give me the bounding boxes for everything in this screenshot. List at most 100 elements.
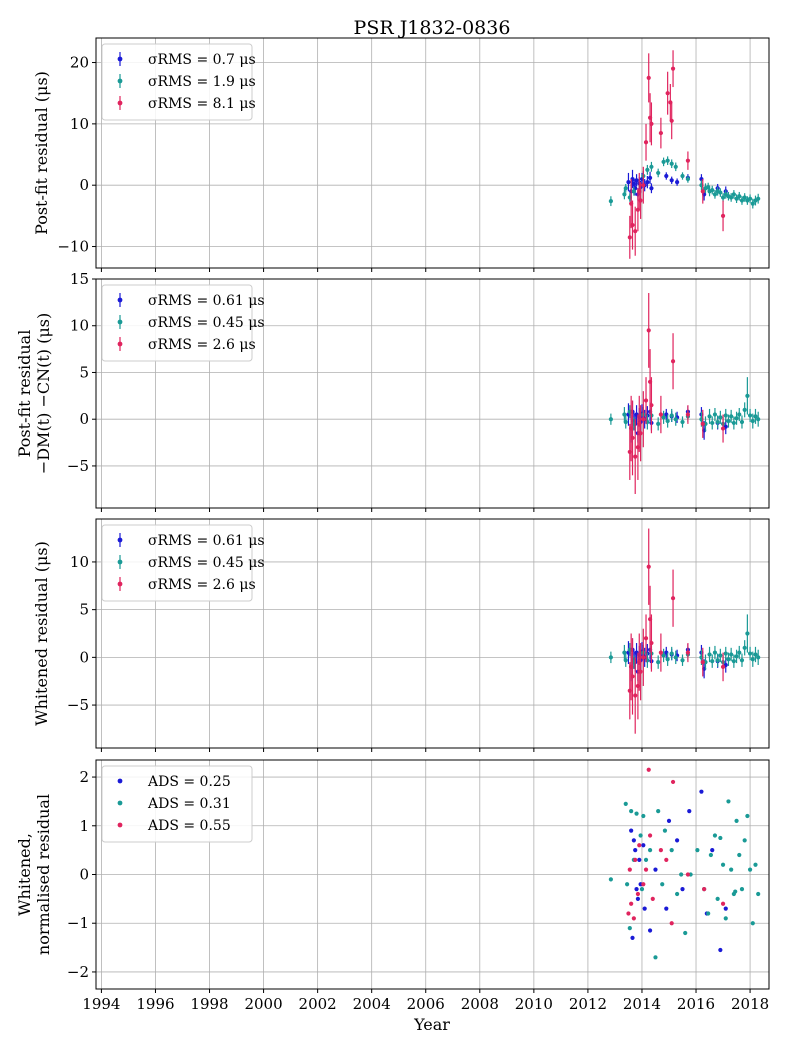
- data-point-teal: [739, 658, 745, 663]
- legend: σRMS = 0.61 μs σRMS = 0.45 μs σRMS = 2.6 μ…: [101, 284, 265, 362]
- data-point-teal: [747, 413, 753, 418]
- data-point-red: [641, 417, 646, 422]
- data-point-red: [643, 636, 649, 641]
- data-point-teal: [623, 801, 628, 806]
- data-point-teal: [661, 159, 666, 164]
- data-point-teal: [720, 195, 726, 200]
- x-tick-label: 2000: [244, 995, 282, 1013]
- y-tick-label: 20: [70, 54, 89, 72]
- x-tick-label: 2014: [623, 995, 661, 1013]
- legend-marker: [117, 800, 123, 806]
- panel-postfit: −10 0 10 20 Post-fit residual (μs) σRMS = 0.7…: [32, 37, 770, 272]
- data-point-teal: [656, 421, 661, 426]
- data-point-red: [641, 882, 646, 887]
- data-point-teal: [745, 393, 750, 398]
- data-point-teal: [726, 799, 731, 804]
- data-point-teal: [639, 887, 645, 892]
- y-tick-label: −5: [67, 457, 89, 475]
- data-point-teal: [675, 891, 680, 897]
- data-point-blue: [680, 887, 685, 892]
- legend-label: σRMS = 1.9 μs: [148, 74, 256, 90]
- data-point-teal: [695, 848, 700, 853]
- data-point-teal: [685, 176, 691, 182]
- data-point-red: [670, 359, 676, 364]
- data-point-red: [646, 328, 651, 333]
- data-point-teal: [712, 192, 718, 197]
- data-point-blue: [669, 178, 674, 183]
- data-point-teal: [608, 655, 613, 660]
- data-point-red: [633, 693, 638, 698]
- data-point-red: [658, 848, 663, 853]
- data-point-teal: [737, 194, 742, 199]
- data-point-blue: [631, 838, 636, 843]
- data-point-blue: [687, 809, 692, 814]
- legend-label: σRMS = 8.1 μs: [148, 96, 256, 112]
- data-point-teal: [665, 418, 670, 424]
- data-point-teal: [737, 412, 742, 417]
- data-point-teal: [734, 818, 739, 824]
- data-point-blue: [645, 180, 650, 185]
- data-layer: [608, 50, 761, 259]
- plot-frame: [95, 518, 770, 749]
- data-point-red: [664, 857, 669, 862]
- data-point-teal: [645, 167, 650, 172]
- y-tick-label: 1: [79, 817, 89, 835]
- data-layer: [608, 293, 761, 494]
- data-point-teal: [665, 657, 670, 662]
- data-point-blue: [630, 935, 635, 940]
- data-point-red: [629, 901, 634, 906]
- data-point-teal: [731, 659, 736, 664]
- data-point-red: [630, 674, 635, 679]
- data-point-red: [670, 66, 676, 71]
- data-point-teal: [712, 833, 718, 838]
- data-point-red: [635, 891, 641, 897]
- x-tick-label: 2008: [461, 995, 499, 1013]
- y-axis-label: Post-fit residual (μs): [32, 71, 51, 235]
- data-point-teal: [729, 414, 734, 419]
- data-point-teal: [731, 420, 736, 426]
- x-axis-label: Year: [413, 1015, 450, 1034]
- data-point-teal: [715, 896, 720, 901]
- data-point-blue: [629, 828, 634, 833]
- data-point-red: [670, 779, 676, 785]
- data-point-red: [670, 596, 676, 601]
- data-point-red: [626, 911, 631, 916]
- data-point-red: [633, 229, 638, 234]
- legend-label: ADS = 0.25: [147, 774, 231, 790]
- data-point-red: [720, 901, 726, 906]
- data-point-teal: [623, 419, 628, 425]
- panel-normalised: −2 −1 0 1 2 1994 1996 1998 2000 2002 2004 2006 2008 2…: [15, 759, 770, 1013]
- y-tick-label: 0: [79, 866, 89, 884]
- legend-label: σRMS = 0.7 μs: [148, 52, 256, 68]
- data-point-red: [685, 872, 691, 877]
- data-point-teal: [680, 419, 685, 425]
- data-point-blue: [626, 180, 631, 185]
- data-point-red: [649, 121, 654, 126]
- data-point-teal: [653, 955, 658, 960]
- data-point-teal: [623, 186, 628, 191]
- y-tick-label: 5: [79, 363, 89, 381]
- y-tick-label: 5: [79, 601, 89, 619]
- chart-title: PSR J1832-0836: [354, 17, 511, 39]
- data-point-teal: [669, 413, 674, 418]
- data-point-teal: [737, 650, 742, 655]
- y-tick-label: 10: [70, 553, 89, 571]
- data-point-red: [650, 896, 655, 901]
- x-tick-label: 1996: [136, 995, 174, 1013]
- legend-marker: [117, 537, 123, 543]
- legend: ADS = 0.25 ADS = 0.31 ADS = 0.55: [101, 765, 253, 843]
- data-point-teal: [742, 838, 747, 843]
- data-point-teal: [710, 420, 715, 426]
- y-tick-label: 2: [79, 768, 89, 786]
- legend-marker: [117, 581, 123, 587]
- legend-marker: [117, 319, 123, 325]
- data-point-teal: [656, 809, 661, 814]
- panel-whitened: −5 0 5 10 Whitened residual (μs) σRMS = 0.61 …: [32, 518, 770, 752]
- data-point-teal: [680, 658, 685, 663]
- data-point-red: [665, 91, 670, 96]
- data-point-teal: [710, 188, 715, 193]
- data-point-red: [627, 235, 632, 240]
- data-point-teal: [726, 418, 731, 424]
- data-point-blue: [649, 186, 654, 191]
- data-point-teal: [622, 192, 627, 197]
